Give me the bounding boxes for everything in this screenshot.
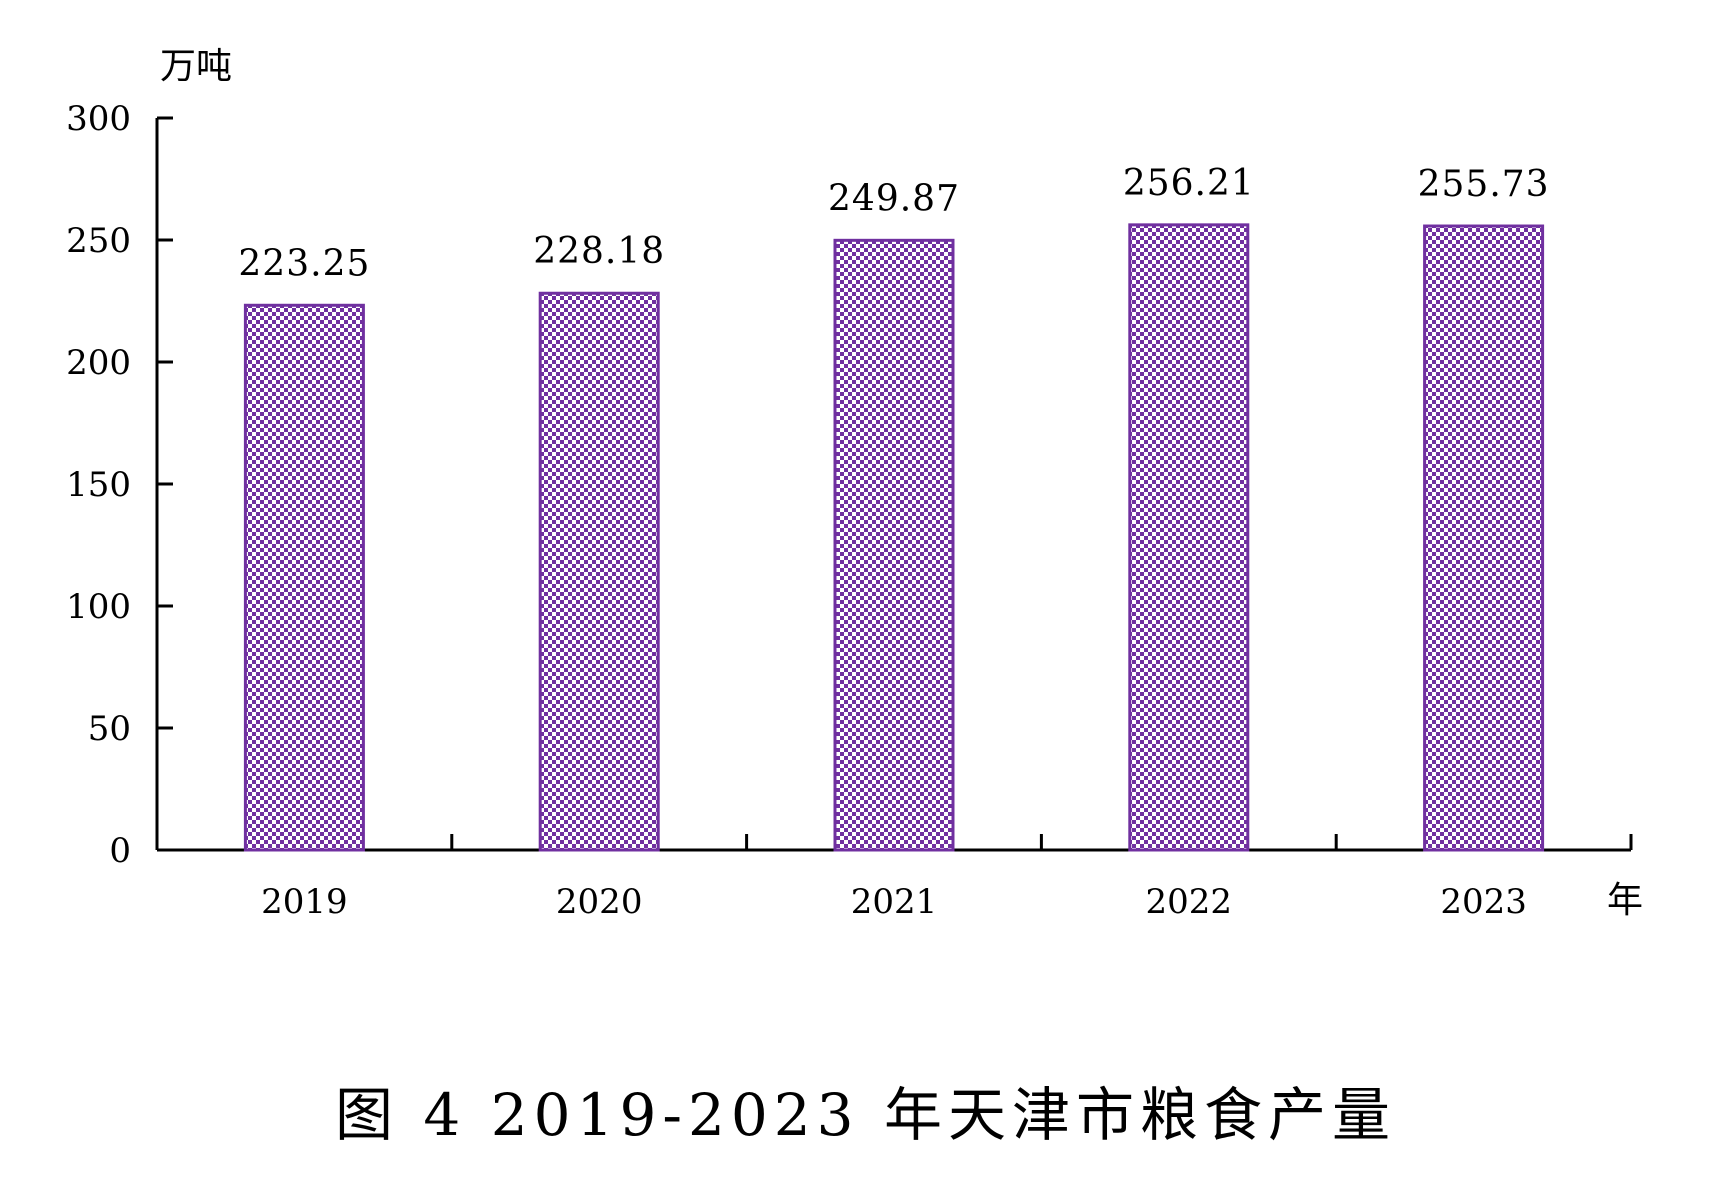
y-tick-label: 0 (109, 831, 131, 871)
y-axis-unit-label: 万吨 (160, 46, 232, 87)
y-tick-label: 300 (66, 99, 131, 139)
bar-2023 (1423, 224, 1545, 852)
bar-2021 (833, 238, 955, 852)
x-tick-label: 2020 (556, 882, 643, 922)
x-tick-label: 2022 (1146, 882, 1233, 922)
bar-2019 (243, 303, 365, 852)
data-label: 223.25 (238, 243, 370, 284)
data-label: 228.18 (533, 231, 665, 272)
y-tick-label: 50 (88, 709, 131, 749)
x-axis-unit-label: 年 (1607, 880, 1643, 921)
data-label: 249.87 (828, 178, 960, 219)
chart-title: 图 4 2019-2023 年天津市粮食产量 (334, 1081, 1397, 1149)
y-tick-label: 100 (66, 587, 131, 627)
data-label: 256.21 (1123, 163, 1255, 204)
y-tick-label: 250 (66, 221, 131, 261)
y-tick-label: 150 (66, 465, 131, 505)
x-tick-label: 2021 (851, 882, 938, 922)
x-tick-label: 2023 (1440, 882, 1527, 922)
bar-2020 (538, 291, 660, 852)
data-label: 255.73 (1418, 164, 1550, 205)
bar-2022 (1128, 223, 1250, 852)
y-tick-label: 200 (66, 343, 131, 383)
x-tick-label: 2019 (261, 882, 348, 922)
